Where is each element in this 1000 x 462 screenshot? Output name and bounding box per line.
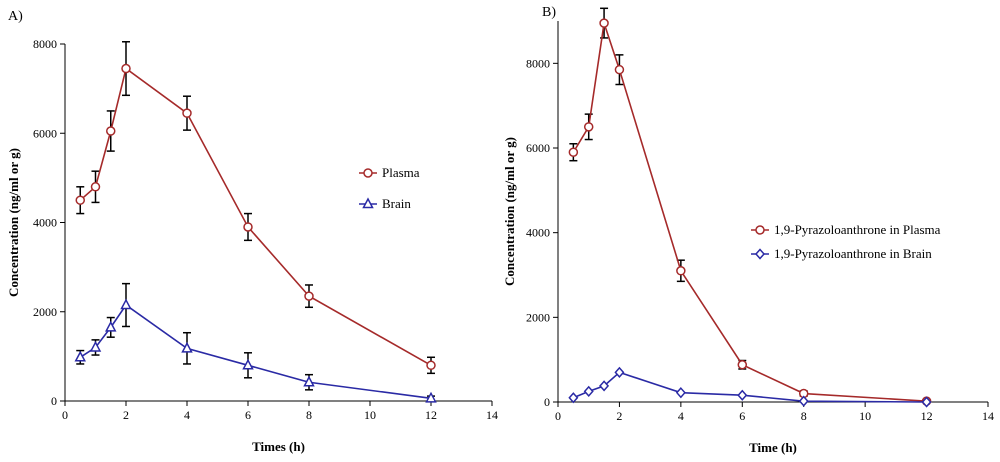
series-1-9-pyrazoloanthrone-in-plasma (568, 7, 932, 406)
legend-label: 1,9-Pyrazoloanthrone in Plasma (774, 222, 941, 237)
x-tick-label: 6 (739, 409, 745, 423)
x-tick-label: 0 (62, 408, 68, 422)
data-point (737, 389, 748, 401)
data-point (89, 340, 102, 352)
data-point (106, 126, 116, 136)
data-point (182, 108, 192, 118)
legend-entry-1-9-pyrazoloanthrone-in-brain: 1,9-Pyrazoloanthrone in Brain (751, 246, 932, 261)
data-point (737, 359, 748, 370)
x-tick-label: 0 (555, 409, 561, 423)
data-point (75, 195, 85, 205)
data-point (676, 266, 686, 276)
x-axis-label: Times (h) (252, 439, 305, 454)
panel-label: B) (542, 5, 556, 20)
legend-label: Brain (382, 196, 411, 211)
x-tick-label: 14 (982, 409, 994, 423)
series-1-9-pyrazoloanthrone-in-brain (568, 366, 932, 408)
x-tick-label: 12 (425, 408, 437, 422)
y-tick-label: 0 (544, 395, 550, 409)
panel-b: B) 0 2 4 6 8 10 12 14 0 2000 4000 6000 8000 Time (h) Co… (502, 5, 994, 455)
data-point (74, 350, 86, 362)
x-tick-label: 8 (801, 409, 807, 423)
data-point (568, 392, 579, 404)
data-point (675, 387, 686, 399)
x-tick-label: 2 (616, 409, 622, 423)
series-brain (74, 282, 437, 403)
x-tick-label: 6 (245, 408, 251, 422)
x-tick-label: 2 (123, 408, 129, 422)
data-point (105, 320, 117, 332)
data-point (583, 385, 594, 398)
data-point (243, 222, 253, 232)
data-point (120, 298, 132, 310)
y-tick-label: 6000 (526, 141, 550, 155)
data-point (242, 358, 254, 370)
x-tick-label: 12 (921, 409, 933, 423)
series-line (79, 67, 432, 366)
panel-a: A) 0 2 4 6 8 10 12 14 0 2000 4000 6000 8000 Times (h) C… (6, 9, 498, 454)
data-point (599, 18, 609, 28)
data-point (568, 147, 579, 157)
x-axis-label: Time (h) (749, 440, 797, 455)
y-tick-label: 0 (51, 394, 57, 408)
series-plasma (75, 41, 436, 375)
data-point (583, 122, 594, 132)
data-point (181, 341, 193, 353)
legend-marker (362, 197, 374, 209)
legend-entry-brain: Brain (359, 196, 411, 211)
data-point (303, 375, 315, 387)
legend-marker (755, 225, 765, 235)
y-tick-label: 8000 (526, 56, 550, 70)
data-point (614, 366, 625, 378)
y-axis-label: Concentration (ng/ml or g) (502, 137, 517, 286)
data-point (614, 64, 625, 75)
legend-marker (363, 168, 373, 178)
y-tick-label: 2000 (33, 305, 57, 319)
data-point (921, 396, 932, 408)
x-tick-label: 14 (486, 408, 498, 422)
x-tick-label: 10 (859, 409, 871, 423)
data-point (121, 63, 131, 74)
panel-label: A) (8, 9, 23, 24)
data-point (426, 360, 436, 371)
data-point (798, 395, 809, 407)
y-tick-label: 6000 (33, 126, 57, 140)
data-point (90, 182, 101, 192)
legend-marker (754, 248, 766, 260)
series-line (79, 303, 432, 400)
data-point (599, 380, 610, 392)
x-tick-label: 10 (364, 408, 376, 422)
legend-entry-1-9-pyrazoloanthrone-in-plasma: 1,9-Pyrazoloanthrone in Plasma (751, 222, 941, 237)
x-tick-label: 8 (306, 408, 312, 422)
legend-entry-plasma: Plasma (359, 165, 420, 180)
y-tick-label: 4000 (33, 216, 57, 230)
data-point (425, 391, 437, 403)
legend-label: Plasma (382, 165, 420, 180)
y-tick-label: 2000 (526, 310, 550, 324)
x-tick-label: 4 (184, 408, 190, 422)
data-point (304, 291, 314, 301)
y-tick-label: 8000 (33, 37, 57, 51)
legend-label: 1,9-Pyrazoloanthrone in Brain (774, 246, 932, 261)
series-line (572, 22, 927, 402)
y-axis-label: Concentration (ng/ml or g) (6, 148, 21, 297)
x-tick-label: 4 (678, 409, 684, 423)
y-tick-label: 4000 (526, 226, 550, 240)
